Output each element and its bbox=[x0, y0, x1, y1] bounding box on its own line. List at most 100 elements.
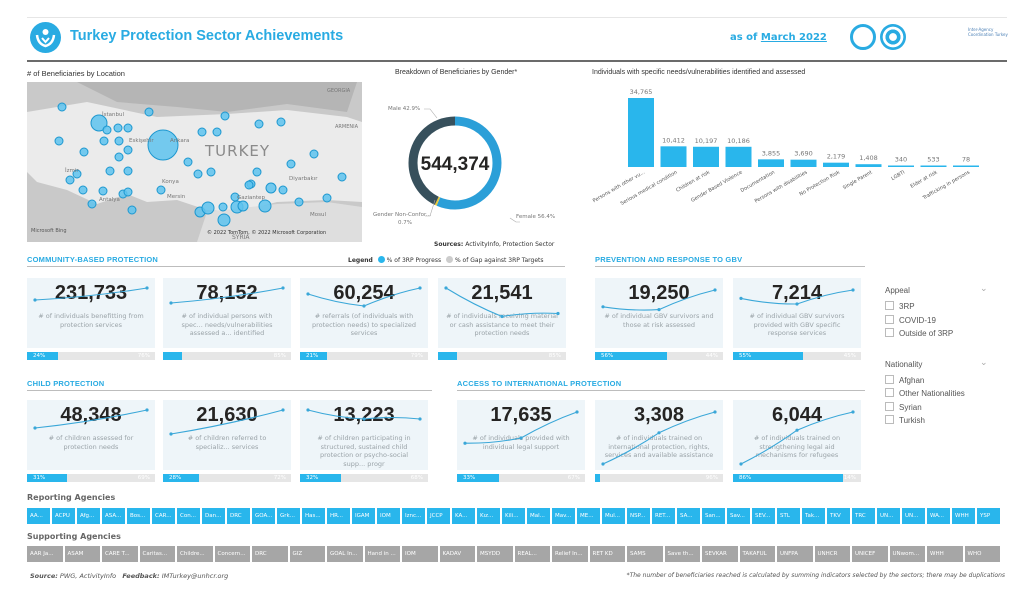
bar[interactable] bbox=[628, 98, 654, 167]
location-bubble[interactable] bbox=[147, 129, 179, 161]
agency-chip[interactable]: UN... bbox=[902, 508, 925, 524]
agency-chip[interactable]: Bos... bbox=[127, 508, 150, 524]
agency-chip[interactable]: UN... bbox=[877, 508, 900, 524]
agency-chip[interactable]: UNwom... bbox=[889, 546, 925, 562]
bar[interactable] bbox=[888, 165, 914, 168]
location-bubble[interactable] bbox=[294, 197, 304, 207]
location-bubble[interactable] bbox=[79, 147, 89, 157]
kpi-card[interactable]: 17,635 # of individuals provided with ind… bbox=[457, 400, 585, 470]
agency-chip[interactable]: SA... bbox=[677, 508, 700, 524]
checkbox[interactable] bbox=[885, 388, 894, 397]
location-bubble[interactable] bbox=[309, 149, 319, 159]
location-bubble[interactable] bbox=[252, 167, 262, 177]
agency-chip[interactable]: YSP bbox=[977, 508, 1000, 524]
kpi-card[interactable]: 21,630 # of children referred to speciali… bbox=[163, 400, 291, 470]
location-bubble[interactable] bbox=[156, 185, 166, 195]
bar[interactable] bbox=[920, 165, 947, 168]
location-bubble[interactable] bbox=[105, 166, 115, 176]
location-bubble[interactable] bbox=[123, 145, 133, 155]
agency-chip[interactable]: Caritas... bbox=[139, 546, 175, 562]
location-bubble[interactable] bbox=[114, 152, 124, 162]
kpi-card[interactable]: 60,254 # referrals (of individuals with p… bbox=[300, 278, 428, 348]
bar[interactable] bbox=[953, 165, 979, 168]
agency-chip[interactable]: Grk... bbox=[277, 508, 300, 524]
filter-option[interactable]: 3RP bbox=[885, 301, 915, 311]
location-bubble[interactable] bbox=[57, 102, 67, 112]
agency-chip[interactable]: JCCP bbox=[427, 508, 450, 524]
agency-chip[interactable]: DRC bbox=[227, 508, 250, 524]
checkbox[interactable] bbox=[885, 415, 894, 424]
location-bubble[interactable] bbox=[54, 136, 64, 146]
bar[interactable] bbox=[758, 159, 784, 167]
agency-chip[interactable]: Sav... bbox=[727, 508, 750, 524]
bar[interactable] bbox=[855, 164, 882, 167]
location-bubble[interactable] bbox=[201, 201, 215, 215]
location-bubble[interactable] bbox=[254, 119, 264, 129]
agency-chip[interactable]: RET KD bbox=[589, 546, 625, 562]
agency-chip[interactable]: San... bbox=[702, 508, 725, 524]
agency-chip[interactable]: ASAM bbox=[64, 546, 100, 562]
kpi-card[interactable]: 21,541 # of individuals receiving materia… bbox=[438, 278, 566, 348]
checkbox[interactable] bbox=[885, 328, 894, 337]
kpi-card[interactable]: 6,044 # of individuals trained on strengt… bbox=[733, 400, 861, 470]
location-bubble[interactable] bbox=[220, 111, 230, 121]
agency-chip[interactable]: Save th... bbox=[664, 546, 700, 562]
location-bubble[interactable] bbox=[212, 127, 222, 137]
location-bubble[interactable] bbox=[258, 199, 272, 213]
beneficiaries-map[interactable]: TURKEY Konya Mersin Antalya Diyarbakır G… bbox=[27, 82, 362, 242]
agency-chip[interactable]: HR... bbox=[327, 508, 350, 524]
agency-chip[interactable]: ACPU bbox=[52, 508, 75, 524]
agency-chip[interactable]: SEV... bbox=[752, 508, 775, 524]
agency-chip[interactable]: Afg... bbox=[77, 508, 100, 524]
checkbox[interactable] bbox=[885, 301, 894, 310]
location-bubble[interactable] bbox=[237, 200, 249, 212]
feedback-email[interactable]: IMTurkey@unhcr.org bbox=[161, 572, 229, 580]
location-bubble[interactable] bbox=[278, 185, 288, 195]
agency-chip[interactable]: AAR Ja... bbox=[27, 546, 63, 562]
agency-chip[interactable]: WHH bbox=[927, 546, 963, 562]
agency-chip[interactable]: IOM bbox=[377, 508, 400, 524]
agency-chip[interactable]: AA... bbox=[27, 508, 50, 524]
agency-chip[interactable]: GOA... bbox=[252, 508, 275, 524]
agency-chip[interactable]: GOAL In... bbox=[327, 546, 363, 562]
kpi-card[interactable]: 3,308 # of individuals trained on interna… bbox=[595, 400, 723, 470]
kpi-card[interactable]: 7,214 # of individual GBV survivors provi… bbox=[733, 278, 861, 348]
agency-chip[interactable]: KA... bbox=[452, 508, 475, 524]
agency-chip[interactable]: WA... bbox=[927, 508, 950, 524]
agency-chip[interactable]: DRC bbox=[252, 546, 288, 562]
chevron-down-icon[interactable]: ⌄ bbox=[980, 357, 988, 368]
location-bubble[interactable] bbox=[286, 159, 296, 169]
location-bubble[interactable] bbox=[99, 136, 109, 146]
bar[interactable] bbox=[693, 146, 719, 167]
agency-chip[interactable]: Tak... bbox=[802, 508, 825, 524]
location-bubble[interactable] bbox=[337, 172, 347, 182]
location-bubble[interactable] bbox=[87, 199, 97, 209]
agency-chip[interactable]: Mul... bbox=[602, 508, 625, 524]
kpi-card[interactable]: 13,223 # of children participating in str… bbox=[300, 400, 428, 470]
agency-chip[interactable]: Mav... bbox=[552, 508, 575, 524]
agency-chip[interactable]: SEVKAR bbox=[702, 546, 738, 562]
location-bubble[interactable] bbox=[244, 180, 254, 190]
bar[interactable] bbox=[823, 162, 849, 167]
agency-chip[interactable]: REAL... bbox=[514, 546, 550, 562]
agency-chip[interactable]: Dan... bbox=[202, 508, 225, 524]
agency-chip[interactable]: UNFPA bbox=[777, 546, 813, 562]
agency-chip[interactable]: ASA... bbox=[102, 508, 125, 524]
bar[interactable] bbox=[790, 159, 817, 167]
agency-chip[interactable]: TAKAFUL bbox=[739, 546, 775, 562]
agency-chip[interactable]: SAMS bbox=[627, 546, 663, 562]
location-bubble[interactable] bbox=[123, 123, 133, 133]
kpi-card[interactable]: 48,348 # of children assessed for protect… bbox=[27, 400, 155, 470]
location-bubble[interactable] bbox=[65, 175, 75, 185]
location-bubble[interactable] bbox=[276, 117, 286, 127]
location-bubble[interactable] bbox=[90, 114, 108, 132]
male-slice[interactable] bbox=[408, 116, 502, 210]
agency-chip[interactable]: Con... bbox=[177, 508, 200, 524]
agency-chip[interactable]: ME... bbox=[577, 508, 600, 524]
filter-option[interactable]: Outside of 3RP bbox=[885, 328, 953, 338]
location-bubble[interactable] bbox=[322, 193, 332, 203]
kpi-card[interactable]: 78,152 # of individual persons with spec.… bbox=[163, 278, 291, 348]
agency-chip[interactable]: UNICEF bbox=[852, 546, 888, 562]
kpi-card[interactable]: 231,733 # of individuals benefitting from… bbox=[27, 278, 155, 348]
filter-option[interactable]: Afghan bbox=[885, 374, 924, 385]
